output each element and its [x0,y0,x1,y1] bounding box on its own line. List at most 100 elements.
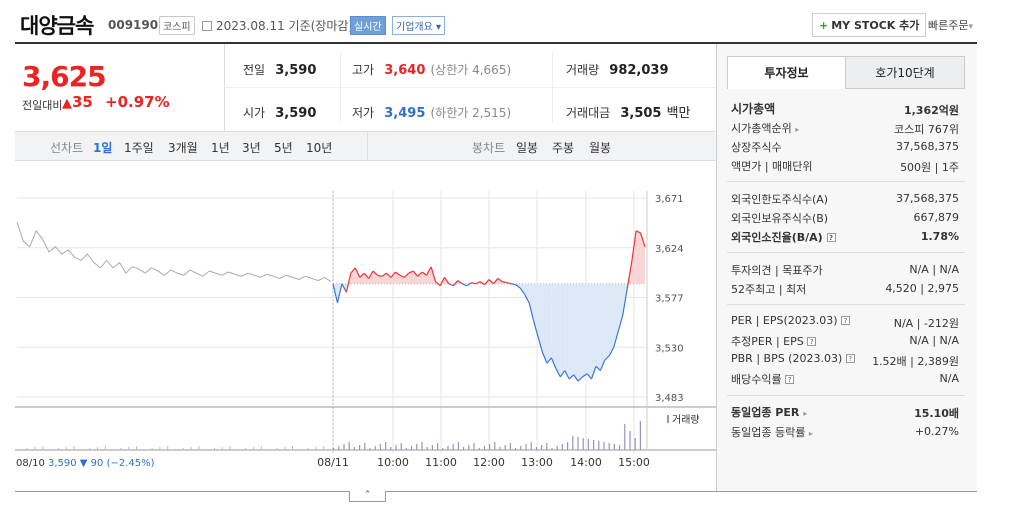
price-line-segment [350,267,356,274]
area-fill [591,283,596,380]
company-overview-button[interactable]: 기업개요 ▾ [392,16,446,35]
header-divider [15,42,977,44]
price-line-segment [408,270,414,274]
x-tick-label: 11:00 [425,456,457,469]
volume-bar-prev [151,448,153,450]
area-fill [587,283,592,380]
price-line-segment [577,376,584,382]
ind-per-label[interactable]: 동일업종 PER ▸ [731,406,808,419]
basis: 기준(장마감) [288,19,354,33]
chart-toolbar: 선차트 1일 1주일 3개월 1년 3년 5년 10년 봉차트 일봉 주봉 월봉 [15,131,716,161]
ind-per: 15.10배 [914,407,959,420]
price-line-segment [363,272,370,279]
foreign-ratio-label: 외국인소진율(B/A) ? [731,229,836,245]
price-line-segment [586,373,592,380]
period-1d[interactable]: 1일 [93,141,113,155]
volume-bar [359,445,361,450]
price-line-segment [511,283,516,286]
volume-bar [405,448,407,450]
price-line-segment [475,281,481,285]
price-line-segment [426,266,432,276]
x-tick-label: 08/11 [317,456,349,469]
candle-daily[interactable]: 일봉 [516,141,539,155]
date-info: 2023.08.11 기준(장마감) [202,17,353,34]
volume-bar [411,446,413,450]
help-icon[interactable]: ? [841,316,851,325]
area-fill [413,271,418,284]
price-chart[interactable]: 3,671 3,624 3,577 3,530 3,483 거래량 08/11 10:00 11… [15,161,716,491]
candle-weekly[interactable]: 주봉 [552,141,575,155]
volume-bar [395,445,397,450]
volume-bar [385,442,387,450]
area-fill [524,283,530,303]
help-icon[interactable]: ? [785,375,795,384]
price-line-segment [466,282,472,287]
price-line-segment [403,272,410,278]
volume-bar-prev [276,448,278,450]
price-line-segment [390,271,396,278]
period-1w[interactable]: 1주일 [124,141,154,155]
help-icon[interactable]: ? [826,233,836,242]
price-line-segment [595,365,601,371]
help-icon[interactable]: ? [807,337,817,346]
volume-bar [478,448,480,450]
help-icon[interactable]: ? [845,354,855,363]
tab-quote-10[interactable]: 호가10단계 [845,56,965,89]
price-line-segment [461,283,467,287]
price-line-segment [479,281,485,286]
volume-bar [624,424,626,450]
period-3m[interactable]: 3개월 [168,141,198,155]
area-fill [359,273,365,284]
volume-bar-prev [323,446,325,450]
period-5y[interactable]: 5년 [274,141,293,155]
period-3y[interactable]: 3년 [242,141,261,155]
volume-bar [452,444,454,450]
mystock-button[interactable]: + MY STOCK 추가 [812,13,927,37]
volume-bar-prev [307,448,309,450]
volume-bar-prev [229,446,231,450]
volume-bar [634,438,636,450]
divider [224,87,716,88]
market-cap-label: 시가총액 [731,102,776,116]
ind-rate: +0.27% [914,425,959,438]
price-line-segment [399,274,405,278]
area-fill [520,283,525,295]
volume-bar [598,441,600,450]
volume-bar [520,446,522,450]
realtime-button[interactable]: 실시간 [350,16,386,35]
volume-bar-prev [104,446,106,450]
ind-rate-label[interactable]: 동일업종 등락률 ▸ [731,426,813,439]
shares-label: 상장주식수 [731,141,782,154]
price-line-segment [546,357,552,364]
price-line-segment [443,277,450,285]
div: N/A [939,372,959,385]
area-fill [578,283,583,382]
par-value: 500원 | 1주 [900,161,959,174]
volume-bar [541,445,543,450]
candle-monthly[interactable]: 월봉 [589,141,612,155]
price-line-segment [515,284,521,289]
y-tick-label: 3,577 [655,294,684,305]
w52: 4,520 | 2,975 [885,282,959,295]
price-line-segment [639,232,646,247]
area-fill [462,283,467,286]
collapse-chevron-up-icon[interactable]: ⌃ [349,491,386,502]
w52-label: 52주최고 | 최저 [731,283,807,296]
tab-invest-info[interactable]: 투자정보 [727,56,846,89]
period-1y[interactable]: 1년 [211,141,230,155]
stock-name: 대양금속 [20,14,94,38]
price-line-segment [412,270,419,277]
area-fill [341,283,347,293]
quick-order-button[interactable]: 빠른주문▾ [928,19,974,32]
chevron-right-icon: ▸ [803,409,808,418]
volume-bar [551,448,553,450]
price-line-segment [604,355,610,361]
divider [552,52,553,122]
chart-bottom-border [15,491,977,492]
period-10y[interactable]: 10년 [306,141,333,155]
price-line-segment [359,272,365,278]
y-tick-label: 3,483 [655,393,684,404]
volume-bar-prev [42,446,44,450]
x-tick-label: 13:00 [521,456,553,469]
market-cap-rank-label[interactable]: 시가총액순위 ▸ [731,122,800,135]
